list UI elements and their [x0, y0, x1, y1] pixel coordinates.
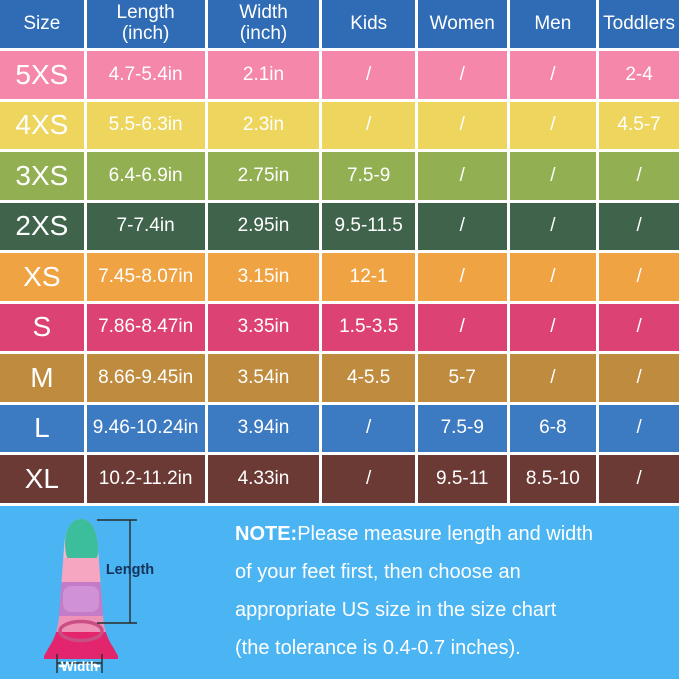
row-label-M: M [0, 354, 84, 402]
cell-3XS-length: 6.4-6.9in [86, 152, 205, 200]
cell-XL-width: 4.33in [207, 455, 320, 503]
header-size: Size [0, 0, 84, 48]
cell-5XS-toddlers: 2-4 [599, 51, 679, 99]
cell-S-men: / [509, 303, 597, 351]
size-chart-table: Size Length (inch) Width (inch) Kids Women Me… [0, 0, 679, 506]
cell-4XS-toddlers: 4.5-7 [599, 101, 679, 149]
header-width: Width (inch) [207, 0, 320, 48]
cell-M-women: 5-7 [417, 354, 507, 402]
row-label-L: L [0, 404, 84, 452]
cell-XL-toddlers: / [599, 455, 679, 503]
header-toddlers: Toddlers [599, 0, 679, 48]
cell-5XS-width: 2.1in [207, 51, 320, 99]
cell-4XS-width: 2.3in [207, 101, 320, 149]
cell-XS-women: / [417, 253, 507, 301]
cell-2XS-length: 7-7.4in [86, 202, 205, 250]
fin-blade [44, 631, 118, 659]
cell-M-kids: 4-5.5 [322, 354, 415, 402]
note-line-1-text: Please measure length and width [297, 522, 593, 545]
cell-3XS-toddlers: / [599, 152, 679, 200]
bottom-section: Length Width NOTE:Please measure length … [0, 505, 679, 679]
length-label: Length [106, 562, 154, 578]
header-kids: Kids [322, 0, 415, 48]
fin-foot-opening [58, 619, 104, 642]
cell-XS-length: 7.45-8.07in [86, 253, 205, 301]
cell-3XS-width: 2.75in [207, 152, 320, 200]
fin-diagram: Length Width [25, 506, 235, 679]
cell-XL-length: 10.2-11.2in [86, 455, 205, 503]
cell-L-width: 3.94in [207, 404, 320, 452]
header-length: Length (inch) [86, 0, 205, 48]
cell-2XS-women: / [417, 202, 507, 250]
cell-5XS-women: / [417, 51, 507, 99]
note-line-4: (the tolerance is 0.4-0.7 inches). [235, 636, 521, 659]
cell-M-length: 8.66-9.45in [86, 354, 205, 402]
cell-2XS-kids: 9.5-11.5 [322, 202, 415, 250]
cell-2XS-toddlers: / [599, 202, 679, 250]
row-label-2XS: 2XS [0, 202, 84, 250]
cell-2XS-width: 2.95in [207, 202, 320, 250]
cell-4XS-men: / [509, 101, 597, 149]
row-label-XS: XS [0, 253, 84, 301]
cell-L-length: 9.46-10.24in [86, 404, 205, 452]
cell-3XS-kids: 7.5-9 [322, 152, 415, 200]
row-label-XL: XL [0, 455, 84, 503]
cell-4XS-women: / [417, 101, 507, 149]
cell-XL-women: 9.5-11 [417, 455, 507, 503]
row-label-4XS: 4XS [0, 101, 84, 149]
cell-XL-men: 8.5-10 [509, 455, 597, 503]
cell-4XS-kids: / [322, 101, 415, 149]
header-men: Men [509, 0, 597, 48]
cell-3XS-men: / [509, 152, 597, 200]
cell-M-width: 3.54in [207, 354, 320, 402]
note-line-3: appropriate US size in the size chart [235, 598, 557, 621]
note-line-2: of your feet first, then choose an [235, 560, 521, 583]
cell-4XS-length: 5.5-6.3in [86, 101, 205, 149]
header-women: Women [417, 0, 507, 48]
width-dimension [56, 653, 103, 673]
cell-S-width: 3.35in [207, 303, 320, 351]
fin-illustration: Length Width [44, 518, 154, 674]
cell-M-toddlers: / [599, 354, 679, 402]
fin-pocket-highlight [63, 585, 99, 612]
length-dimension [97, 518, 137, 624]
cell-S-kids: 1.5-3.5 [322, 303, 415, 351]
cell-L-women: 7.5-9 [417, 404, 507, 452]
row-label-S: S [0, 303, 84, 351]
cell-XS-toddlers: / [599, 253, 679, 301]
note-label: NOTE: [235, 522, 298, 545]
cell-S-toddlers: / [599, 303, 679, 351]
cell-XS-width: 3.15in [207, 253, 320, 301]
cell-XS-kids: 12-1 [322, 253, 415, 301]
width-label: Width [61, 659, 98, 674]
cell-M-men: / [509, 354, 597, 402]
cell-S-length: 7.86-8.47in [86, 303, 205, 351]
cell-S-women: / [417, 303, 507, 351]
cell-XL-kids: / [322, 455, 415, 503]
row-label-3XS: 3XS [0, 152, 84, 200]
cell-5XS-men: / [509, 51, 597, 99]
cell-L-toddlers: / [599, 404, 679, 452]
row-label-5XS: 5XS [0, 51, 84, 99]
cell-2XS-men: / [509, 202, 597, 250]
cell-L-kids: / [322, 404, 415, 452]
cell-XS-men: / [509, 253, 597, 301]
cell-5XS-kids: / [322, 51, 415, 99]
cell-5XS-length: 4.7-5.4in [86, 51, 205, 99]
cell-L-men: 6-8 [509, 404, 597, 452]
note-line-1: NOTE:Please measure length and width [235, 515, 679, 553]
note-text: NOTE:Please measure length and width of … [235, 506, 679, 679]
cell-3XS-women: / [417, 152, 507, 200]
